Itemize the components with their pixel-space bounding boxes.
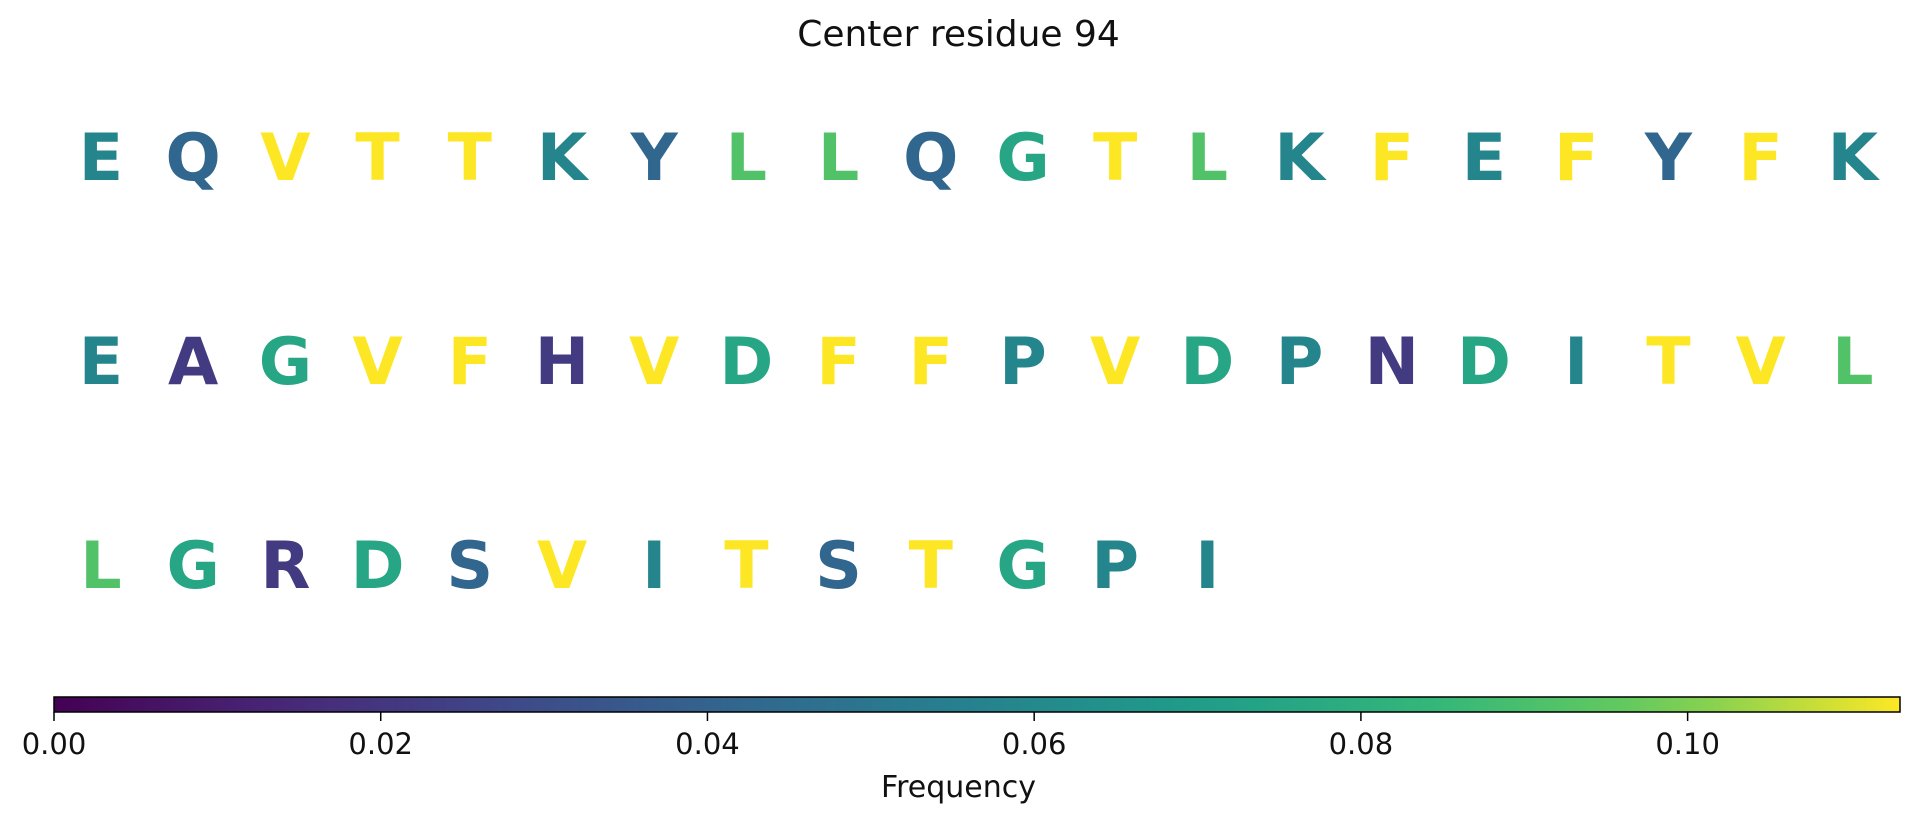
residue-letter: K	[1827, 121, 1878, 196]
residue-letter: L	[1832, 325, 1874, 400]
residue-letter: L	[80, 529, 122, 604]
residue-letter: Y	[630, 121, 678, 196]
residue-letter: F	[1369, 121, 1414, 196]
colorbar-tick-label: 0.06	[1002, 727, 1067, 761]
residue-letter: V	[629, 325, 680, 400]
residue-letter: T	[1646, 325, 1691, 400]
residue-letter: F	[1553, 121, 1599, 196]
colorbar-label: Frequency	[881, 770, 1036, 805]
colorbar-tick-label: 0.04	[675, 727, 740, 761]
colorbar-tick-label: 0.00	[22, 727, 87, 761]
residue-letter: L	[817, 121, 860, 196]
residue-letter: P	[1091, 529, 1139, 604]
residue-letter: V	[260, 121, 311, 196]
residue-letter: L	[1186, 121, 1229, 196]
residue-letter: V	[352, 325, 403, 400]
residue-letter: D	[719, 325, 774, 400]
residue-letter: P	[999, 325, 1047, 400]
residue-letter: V	[1735, 325, 1786, 400]
colorbar-tick-label: 0.10	[1655, 727, 1720, 761]
residue-letter: D	[1180, 325, 1235, 400]
residue-letter: G	[258, 325, 313, 400]
residue-letter: E	[78, 325, 124, 400]
residue-letter: D	[1457, 325, 1511, 400]
residue-letter: G	[166, 529, 220, 604]
colorbar-tick-label: 0.02	[348, 727, 413, 761]
colorbar-gradient	[53, 696, 1901, 713]
residue-letter: N	[1364, 325, 1419, 400]
residue-letter: I	[1195, 529, 1220, 604]
residue-letter: T	[1093, 121, 1138, 196]
residue-letter: R	[260, 529, 311, 604]
residue-letter: H	[534, 325, 590, 400]
residue-letter: T	[447, 121, 492, 196]
residue-letter: S	[446, 529, 494, 604]
residue-letter: Q	[903, 121, 959, 196]
residue-letter: K	[536, 121, 588, 196]
residue-letter: G	[996, 529, 1050, 604]
residue-letter: F	[816, 325, 861, 400]
residue-letter: F	[908, 325, 953, 400]
residue-letter: V	[536, 529, 588, 604]
residue-letter: Q	[165, 121, 221, 196]
residue-letter: F	[447, 325, 492, 400]
residue-letter: I	[1564, 325, 1589, 400]
residue-letter: F	[1738, 121, 1783, 196]
residue-letter: D	[350, 529, 405, 604]
residue-letter: S	[815, 529, 862, 604]
residue-letter: G	[996, 121, 1050, 196]
residue-letter: V	[1090, 325, 1141, 400]
residue-letter: P	[1275, 325, 1324, 400]
chart-title: Center residue 94	[797, 14, 1120, 55]
residue-letter: E	[78, 121, 124, 196]
residue-letter: E	[1461, 121, 1507, 196]
residue-letter: A	[168, 325, 219, 400]
residue-letter: K	[1274, 121, 1325, 196]
residue-letter: I	[642, 529, 667, 604]
residue-letter: T	[908, 529, 953, 604]
residue-letter: Y	[1644, 121, 1692, 196]
colorbar-tick-label: 0.08	[1329, 727, 1394, 761]
residue-letter: L	[725, 121, 768, 196]
residue-letter: T	[355, 121, 400, 196]
residue-letter: T	[724, 529, 769, 604]
